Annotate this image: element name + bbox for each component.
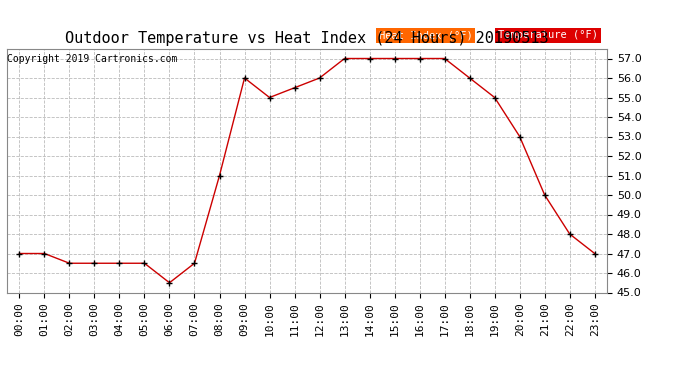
Text: Temperature (°F): Temperature (°F) <box>498 30 598 40</box>
Title: Outdoor Temperature vs Heat Index (24 Hours) 20190513: Outdoor Temperature vs Heat Index (24 Ho… <box>66 31 549 46</box>
Text: Copyright 2019 Cartronics.com: Copyright 2019 Cartronics.com <box>7 54 177 64</box>
Text: Heat Index (°F): Heat Index (°F) <box>379 30 473 40</box>
